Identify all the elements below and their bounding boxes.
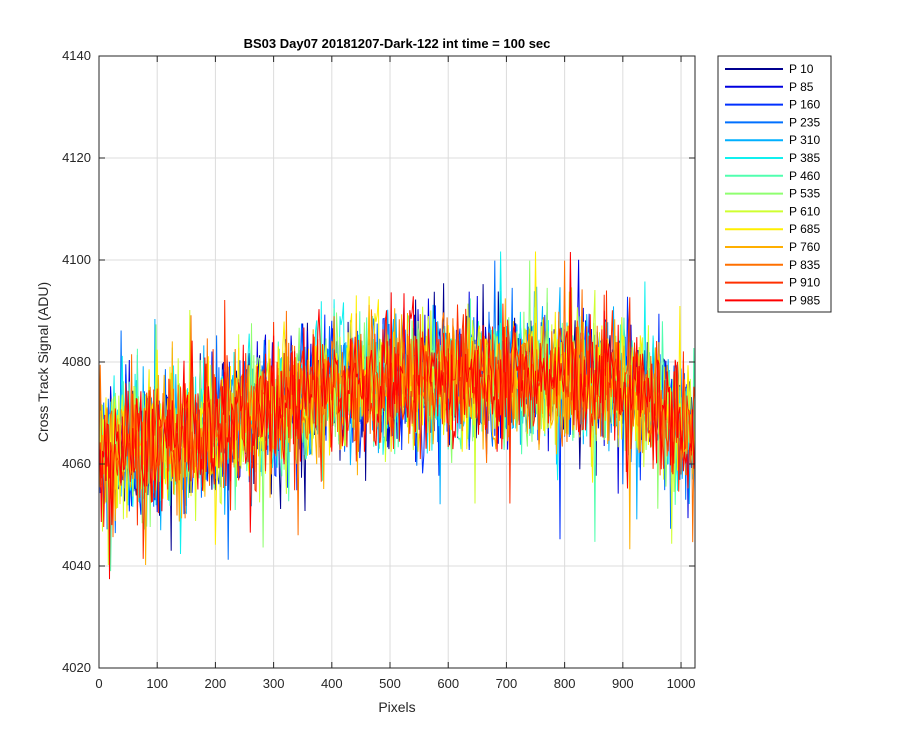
legend-label: P 910 xyxy=(789,276,820,290)
y-tick-label: 4080 xyxy=(62,354,91,369)
legend: P 10 P 85 P 160 P 235 P 310 P 385 P 460 P 535 P … xyxy=(717,55,832,313)
x-tick-label: 1000 xyxy=(667,676,696,691)
x-tick-label: 900 xyxy=(612,676,634,691)
legend-label: P 460 xyxy=(789,169,820,183)
x-tick-label: 700 xyxy=(496,676,518,691)
legend-label: P 235 xyxy=(789,115,820,129)
chart-title: BS03 Day07 20181207-Dark-122 int time = … xyxy=(244,36,551,51)
legend-label: P 310 xyxy=(789,133,820,147)
series-line xyxy=(99,251,695,580)
y-tick-label: 4120 xyxy=(62,150,91,165)
legend-label: P 835 xyxy=(789,258,820,272)
y-tick-label: 4140 xyxy=(62,48,91,63)
legend-label: P 10 xyxy=(789,62,814,76)
legend-label: P 160 xyxy=(789,98,820,112)
x-axis-label: Pixels xyxy=(378,699,415,715)
y-tick-label: 4020 xyxy=(62,660,91,675)
legend-box xyxy=(717,55,832,313)
legend-label: P 610 xyxy=(789,204,820,218)
legend-label: P 685 xyxy=(789,222,820,236)
x-tick-label: 400 xyxy=(321,676,343,691)
x-tick-label: 200 xyxy=(205,676,227,691)
x-tick-label: 500 xyxy=(379,676,401,691)
plot-lines xyxy=(99,251,695,580)
y-tick-label: 4040 xyxy=(62,558,91,573)
x-tick-label: 0 xyxy=(95,676,102,691)
legend-label: P 385 xyxy=(789,151,820,165)
y-tick-label: 4060 xyxy=(62,456,91,471)
x-tick-label: 800 xyxy=(554,676,576,691)
x-tick-label: 100 xyxy=(146,676,168,691)
legend-label: P 535 xyxy=(789,187,820,201)
y-tick-label: 4100 xyxy=(62,252,91,267)
legend-label: P 85 xyxy=(789,80,814,94)
axis-ticks: 0 100 200 300 400 500 600 700 800 900 1000 4020 4040… xyxy=(62,48,695,691)
y-axis-label: Cross Track Signal (ADU) xyxy=(35,282,51,442)
x-tick-label: 600 xyxy=(437,676,459,691)
x-tick-label: 300 xyxy=(263,676,285,691)
legend-label: P 760 xyxy=(789,240,820,254)
legend-label: P 985 xyxy=(789,293,820,307)
